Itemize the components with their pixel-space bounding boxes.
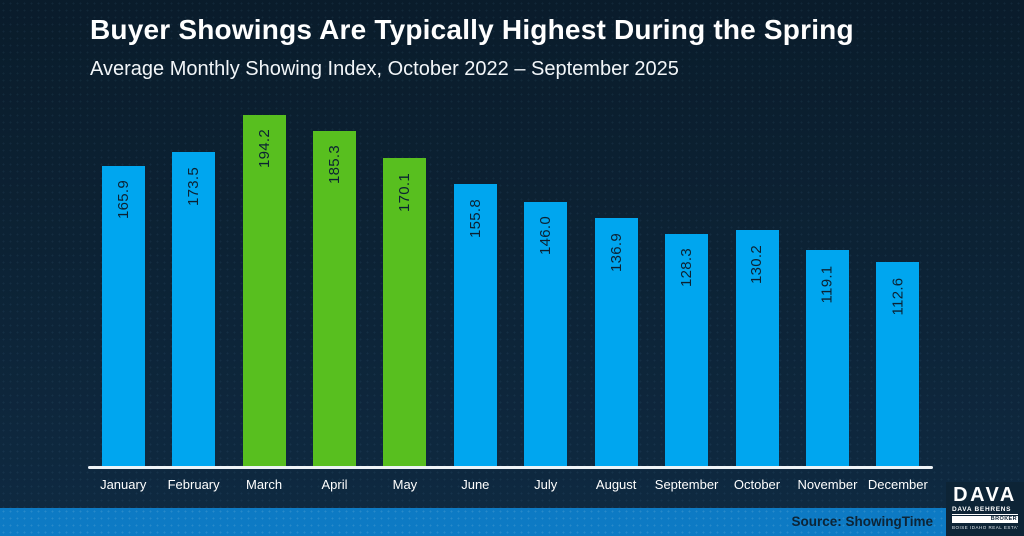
bar-slot: 119.1 — [792, 104, 862, 466]
bar-value-label: 173.5 — [185, 166, 203, 206]
x-axis-label: July — [534, 477, 558, 492]
x-axis-label: December — [867, 477, 928, 492]
logo-name: DAVA — [953, 484, 1017, 506]
bar: 136.9 — [594, 218, 638, 466]
x-axis-label: November — [797, 477, 858, 492]
bar: 146.0 — [524, 201, 568, 466]
x-axis-label: January — [100, 477, 147, 492]
bar-chart: 165.9 173.5 194.2 185.3 170.1 — [88, 104, 933, 492]
bar-slot: 136.9 — [581, 104, 651, 466]
bar-value-label: 130.2 — [748, 244, 766, 284]
footer-strip — [0, 508, 1024, 536]
logo-subtitle: DAVA BEHRENS — [952, 505, 1018, 515]
chart-title: Buyer Showings Are Typically Highest Dur… — [90, 14, 854, 45]
x-axis-label: August — [595, 477, 637, 492]
bar-value-label: 165.9 — [114, 180, 132, 220]
x-axis-label: June — [461, 477, 490, 492]
bar-value-label: 170.1 — [396, 172, 414, 212]
logo-tagline: BOISE IDAHO REAL ESTATE — [952, 524, 1018, 530]
bar: 128.3 — [665, 233, 709, 466]
bar-value-label: 194.2 — [255, 128, 273, 169]
bar: 170.1 — [383, 158, 427, 466]
bar-slot: 146.0 — [511, 104, 581, 466]
x-axis-line — [88, 466, 933, 469]
x-axis-label: May — [392, 477, 418, 492]
bar: 185.3 — [312, 130, 356, 466]
bar-slot: 155.8 — [440, 104, 510, 466]
bar-slot: 112.6 — [863, 104, 933, 466]
bar: 155.8 — [453, 184, 497, 466]
x-axis-label: March — [245, 477, 283, 492]
bar: 194.2 — [242, 114, 286, 466]
bar-value-label: 155.8 — [466, 198, 484, 238]
bar: 130.2 — [735, 230, 779, 466]
bar-value-label: 146.0 — [537, 216, 555, 256]
bar: 173.5 — [172, 152, 216, 466]
bar-slot: 128.3 — [651, 104, 721, 466]
x-axis-label: February — [167, 477, 220, 492]
bar-slot: 173.5 — [158, 104, 228, 466]
chart-subtitle: Average Monthly Showing Index, October 2… — [90, 58, 679, 80]
bar-slot: 130.2 — [722, 104, 792, 466]
bar-slot: 185.3 — [299, 104, 369, 466]
source-text: Source: ShowingTime — [791, 514, 933, 529]
x-axis-labels: January February March April May June July Augu… — [88, 477, 933, 492]
bar: 165.9 — [101, 165, 145, 466]
x-axis-label: September — [654, 477, 719, 492]
bar-slot: 165.9 — [88, 104, 158, 466]
bar-value-label: 128.3 — [678, 248, 696, 288]
x-axis-label: October — [733, 477, 781, 492]
brand-logo: DAVA DAVA BEHRENS BROKER BOISE IDAHO REA… — [946, 482, 1024, 536]
x-axis-label: April — [321, 477, 348, 492]
bar-slot: 170.1 — [370, 104, 440, 466]
bar-value-label: 185.3 — [325, 145, 343, 185]
bar-value-label: 112.6 — [889, 277, 907, 316]
bar-value-label: 119.1 — [818, 265, 836, 304]
bar: 119.1 — [805, 250, 849, 466]
bar-value-label: 136.9 — [607, 232, 625, 272]
bar: 112.6 — [876, 262, 920, 466]
logo-broker-bar: BROKER — [952, 516, 1018, 523]
bar-slot: 194.2 — [229, 104, 299, 466]
plot-area: 165.9 173.5 194.2 185.3 170.1 — [88, 104, 933, 466]
